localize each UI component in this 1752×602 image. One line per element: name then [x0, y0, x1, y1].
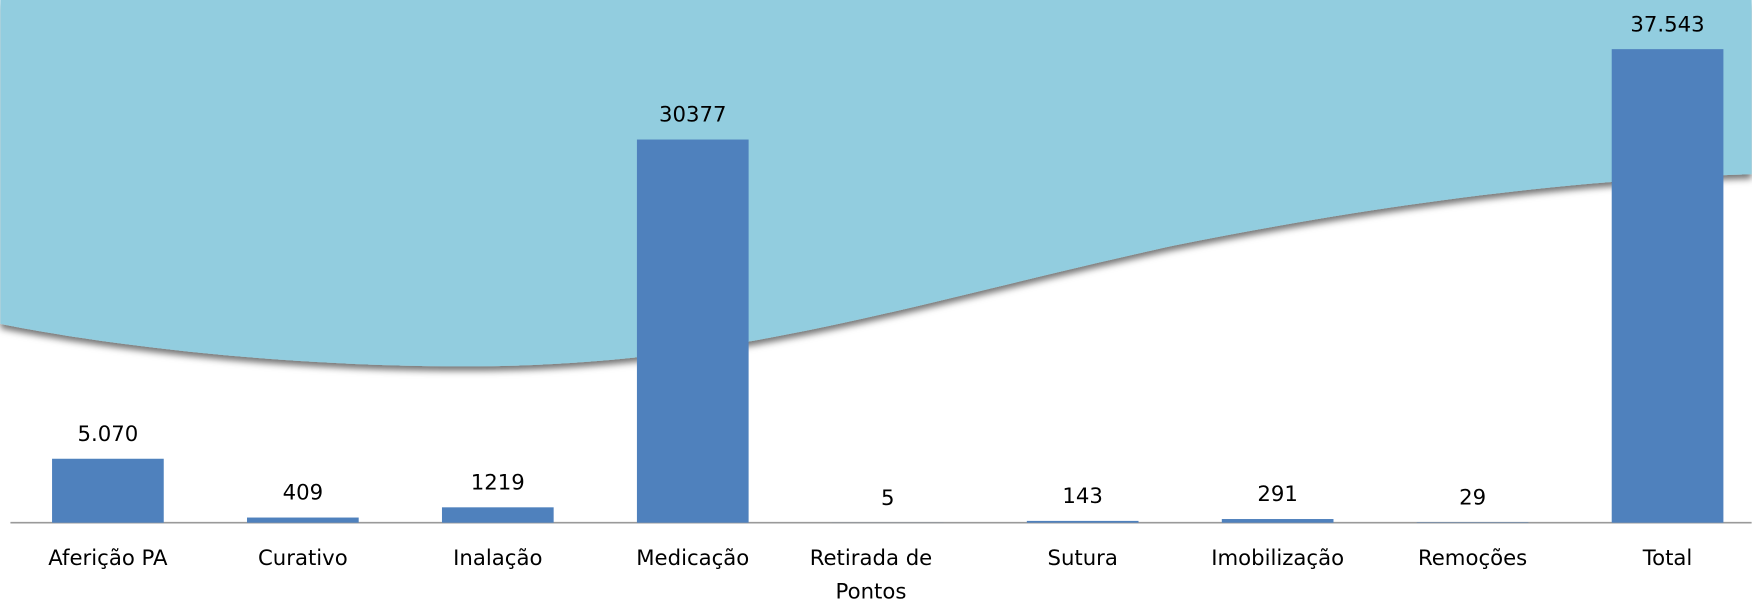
value-label: 143 [1062, 484, 1103, 509]
bar [442, 507, 554, 522]
bar [637, 140, 749, 523]
background-wave [0, 0, 1751, 366]
x-tick-label: Imobilização [1211, 546, 1344, 571]
value-label: 1219 [471, 470, 525, 495]
chart: 5.070 Aferição PA 409 Curativo 1219 Inalação 3… [0, 0, 1752, 602]
value-label: 29 [1459, 485, 1486, 510]
bar [1027, 521, 1139, 523]
x-tick-label: Aferição PA [48, 546, 168, 571]
value-label: 5.070 [78, 422, 139, 447]
x-tick-label: Sutura [1047, 546, 1117, 571]
x-tick-label: Medicação [636, 546, 749, 571]
x-tick-label: Remoções [1418, 546, 1527, 571]
value-label: 37.543 [1630, 12, 1704, 37]
value-label: 5 [881, 486, 895, 511]
bar [247, 518, 359, 523]
x-tick-label: Curativo [258, 546, 348, 571]
bar [1222, 519, 1334, 523]
bar [1612, 49, 1724, 523]
value-label: 291 [1257, 482, 1298, 507]
x-tick-label: Inalação [453, 546, 542, 571]
value-label: 30377 [659, 103, 727, 128]
bar [52, 459, 164, 523]
x-tick-label: Total [1642, 546, 1693, 571]
value-label: 409 [283, 481, 324, 506]
